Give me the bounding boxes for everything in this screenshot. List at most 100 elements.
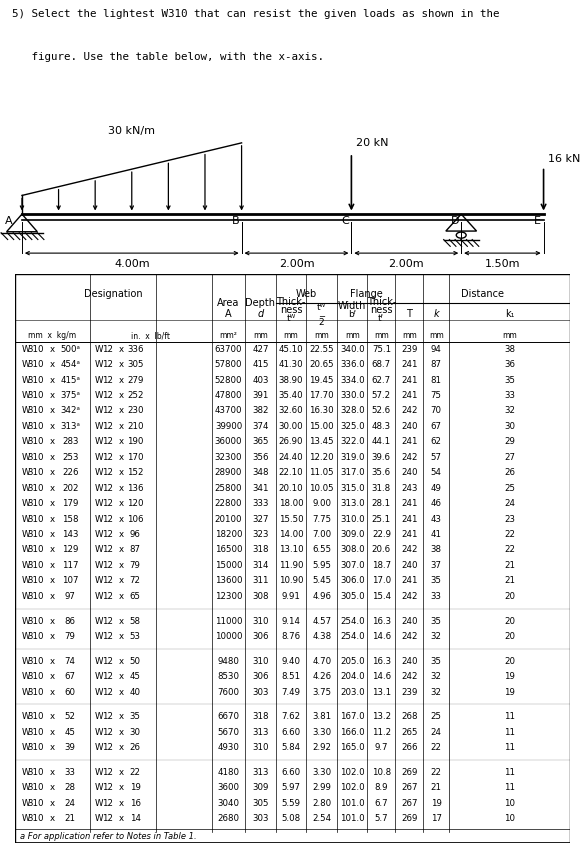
Text: 279: 279 bbox=[127, 376, 143, 384]
Text: 12: 12 bbox=[102, 499, 113, 508]
Text: 365: 365 bbox=[252, 437, 269, 446]
Text: 12: 12 bbox=[102, 712, 113, 722]
Text: 241: 241 bbox=[401, 515, 417, 524]
Text: 9.91: 9.91 bbox=[282, 592, 300, 601]
Text: 323: 323 bbox=[252, 530, 269, 539]
Text: 24.40: 24.40 bbox=[279, 452, 303, 462]
Text: 11: 11 bbox=[504, 712, 515, 722]
Text: 22: 22 bbox=[431, 743, 442, 752]
Text: W: W bbox=[95, 391, 104, 400]
Text: 11.2: 11.2 bbox=[372, 728, 391, 737]
Text: 243: 243 bbox=[401, 484, 417, 492]
Text: 11: 11 bbox=[504, 783, 515, 792]
Text: 36: 36 bbox=[504, 360, 515, 369]
Text: mm: mm bbox=[345, 331, 360, 340]
Text: 37: 37 bbox=[431, 561, 442, 570]
Text: 49: 49 bbox=[431, 484, 442, 492]
Text: 318: 318 bbox=[252, 545, 269, 555]
Text: 28900: 28900 bbox=[215, 469, 242, 477]
Text: 3.30: 3.30 bbox=[312, 728, 331, 737]
Text: 269: 269 bbox=[401, 768, 417, 777]
Text: tᵂ: tᵂ bbox=[317, 302, 327, 312]
Text: 2: 2 bbox=[319, 318, 324, 326]
Text: 241: 241 bbox=[401, 499, 417, 508]
Text: W: W bbox=[95, 688, 104, 697]
Text: W: W bbox=[21, 743, 30, 752]
Text: x: x bbox=[119, 406, 124, 416]
Text: 341: 341 bbox=[252, 484, 269, 492]
Text: 5670: 5670 bbox=[218, 728, 240, 737]
Text: Thick-: Thick- bbox=[276, 296, 306, 307]
Text: 47800: 47800 bbox=[215, 391, 242, 400]
Text: 317.0: 317.0 bbox=[340, 469, 364, 477]
Text: 313: 313 bbox=[252, 728, 269, 737]
Text: 62: 62 bbox=[431, 437, 442, 446]
Text: 305: 305 bbox=[127, 360, 143, 369]
Text: 33: 33 bbox=[65, 768, 76, 777]
Text: 310: 310 bbox=[27, 728, 44, 737]
Text: W: W bbox=[95, 437, 104, 446]
Text: 53: 53 bbox=[130, 632, 141, 641]
Text: 13.45: 13.45 bbox=[309, 437, 334, 446]
Text: mm²: mm² bbox=[219, 331, 237, 340]
Text: 35: 35 bbox=[431, 657, 442, 665]
Text: W: W bbox=[21, 499, 30, 508]
Text: 348: 348 bbox=[252, 469, 269, 477]
Text: 240: 240 bbox=[401, 422, 417, 431]
Text: 313.0: 313.0 bbox=[340, 499, 364, 508]
Text: 1.50m: 1.50m bbox=[485, 259, 520, 269]
Text: 267: 267 bbox=[401, 783, 417, 792]
Text: W: W bbox=[95, 530, 104, 539]
Text: x: x bbox=[50, 515, 55, 524]
Text: W: W bbox=[21, 728, 30, 737]
Text: 403: 403 bbox=[252, 376, 269, 384]
Text: x: x bbox=[119, 469, 124, 477]
Text: 318: 318 bbox=[252, 712, 269, 722]
Text: 12: 12 bbox=[102, 391, 113, 400]
Text: 70: 70 bbox=[431, 406, 442, 416]
Text: 120: 120 bbox=[127, 499, 143, 508]
Text: 68.7: 68.7 bbox=[372, 360, 391, 369]
Text: W: W bbox=[21, 617, 30, 625]
Text: 4.38: 4.38 bbox=[312, 632, 331, 641]
Text: x: x bbox=[119, 712, 124, 722]
Text: 107: 107 bbox=[62, 576, 79, 585]
Text: 21: 21 bbox=[504, 576, 515, 585]
Text: 17.70: 17.70 bbox=[309, 391, 334, 400]
Text: 330.0: 330.0 bbox=[340, 391, 364, 400]
Text: 21: 21 bbox=[65, 815, 76, 823]
Text: 20.65: 20.65 bbox=[309, 360, 334, 369]
Text: 106: 106 bbox=[127, 515, 143, 524]
Text: 5) Select the lightest W310 that can resist the given loads as shown in the: 5) Select the lightest W310 that can res… bbox=[12, 9, 499, 19]
Text: 35.40: 35.40 bbox=[279, 391, 303, 400]
Text: 57800: 57800 bbox=[215, 360, 242, 369]
Text: x: x bbox=[119, 545, 124, 555]
Text: 10.90: 10.90 bbox=[279, 576, 303, 585]
Text: 7.62: 7.62 bbox=[282, 712, 301, 722]
Text: 45: 45 bbox=[130, 672, 141, 681]
Text: 241: 241 bbox=[401, 530, 417, 539]
Text: 15.00: 15.00 bbox=[309, 422, 334, 431]
Text: 204.0: 204.0 bbox=[340, 672, 364, 681]
Text: x: x bbox=[119, 657, 124, 665]
Text: 22: 22 bbox=[130, 768, 141, 777]
Text: 166.0: 166.0 bbox=[340, 728, 364, 737]
Text: x: x bbox=[119, 499, 124, 508]
Text: 6.7: 6.7 bbox=[375, 798, 388, 808]
Text: 5.08: 5.08 bbox=[282, 815, 301, 823]
Text: 310: 310 bbox=[27, 406, 44, 416]
Text: 11.90: 11.90 bbox=[279, 561, 303, 570]
Text: 310: 310 bbox=[27, 712, 44, 722]
Text: 32.60: 32.60 bbox=[279, 406, 303, 416]
Text: 7.00: 7.00 bbox=[312, 530, 331, 539]
Text: Area: Area bbox=[217, 298, 240, 308]
Text: W: W bbox=[21, 815, 30, 823]
Text: x: x bbox=[50, 360, 55, 369]
Text: x: x bbox=[119, 783, 124, 792]
Text: 310: 310 bbox=[27, 515, 44, 524]
Text: 21: 21 bbox=[431, 783, 442, 792]
Text: 12: 12 bbox=[102, 515, 113, 524]
Text: 5.95: 5.95 bbox=[312, 561, 331, 570]
Text: 391: 391 bbox=[253, 391, 269, 400]
Text: a For application refer to Notes in Table 1.: a For application refer to Notes in Tabl… bbox=[20, 832, 197, 841]
